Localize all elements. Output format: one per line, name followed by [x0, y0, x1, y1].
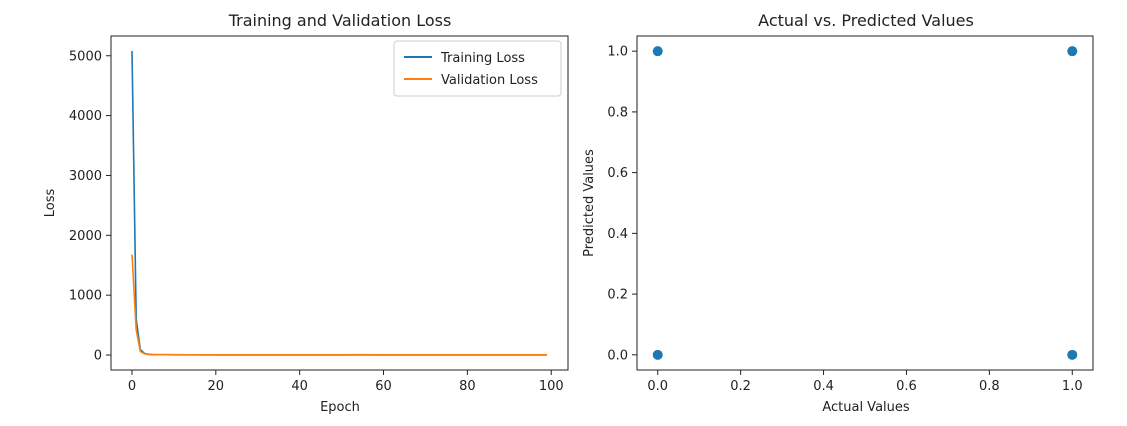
x-tick-label: 0.8 — [979, 379, 1000, 394]
legend-frame — [393, 40, 562, 97]
validation-loss-line — [131, 254, 547, 356]
y-tick-label: 0.6 — [607, 166, 628, 181]
x-tick-label: 1.0 — [1062, 379, 1083, 394]
training-loss-line — [131, 50, 547, 356]
scatter-chart-y-ticks: 0.0 0.2 0.4 0.6 0.8 1.0 — [607, 45, 637, 363]
loss-chart-lines — [131, 50, 547, 356]
loss-chart-title: Training and Validation Loss — [228, 11, 452, 30]
y-tick-label: 1000 — [69, 289, 102, 304]
scatter-chart-xlabel: Actual Values — [822, 400, 910, 415]
legend-validation-label: Validation Loss — [441, 73, 538, 88]
y-tick-label: 3000 — [69, 169, 102, 184]
y-tick-label: 1.0 — [607, 45, 628, 60]
scatter-point — [1067, 349, 1078, 360]
x-tick-label: 0 — [128, 379, 136, 394]
scatter-point — [652, 46, 663, 57]
x-tick-label: 0.2 — [730, 379, 751, 394]
x-tick-label: 40 — [291, 379, 308, 394]
scatter-point — [1067, 46, 1078, 57]
loss-chart: Training and Validation Loss 0 20 40 60 80 10… — [43, 11, 569, 415]
y-tick-label: 0.0 — [607, 348, 628, 363]
scatter-chart-frame — [636, 35, 1094, 371]
scatter-point — [652, 349, 663, 360]
loss-chart-legend: Training Loss Validation Loss — [393, 40, 562, 97]
x-tick-label: 0.0 — [647, 379, 668, 394]
y-tick-label: 0.8 — [607, 105, 628, 120]
scatter-chart: Actual vs. Predicted Values 0.0 0.2 0.4 0.6… — [582, 11, 1094, 415]
y-tick-label: 0.2 — [607, 288, 628, 303]
scatter-chart-points — [652, 46, 1078, 360]
x-tick-label: 100 — [539, 379, 564, 394]
loss-chart-frame — [110, 35, 569, 371]
y-tick-label: 2000 — [69, 229, 102, 244]
x-tick-label: 60 — [375, 379, 392, 394]
scatter-chart-x-ticks: 0.0 0.2 0.4 0.6 0.8 1.0 — [647, 370, 1083, 394]
loss-chart-ylabel: Loss — [43, 189, 58, 218]
loss-chart-plot-area — [110, 35, 569, 371]
scatter-chart-plot-area — [636, 35, 1094, 371]
y-tick-label: 5000 — [69, 49, 102, 64]
legend-training-label: Training Loss — [440, 51, 525, 66]
x-tick-label: 20 — [208, 379, 225, 394]
y-tick-label: 4000 — [69, 109, 102, 124]
x-tick-label: 0.4 — [813, 379, 834, 394]
y-tick-label: 0.4 — [607, 227, 628, 242]
scatter-chart-ylabel: Predicted Values — [582, 149, 597, 257]
y-tick-label: 0 — [94, 349, 102, 364]
loss-chart-x-ticks: 0 20 40 60 80 100 — [128, 370, 564, 394]
loss-chart-y-ticks: 0 1000 2000 3000 4000 5000 — [69, 49, 111, 364]
scatter-chart-title: Actual vs. Predicted Values — [758, 11, 974, 30]
loss-chart-xlabel: Epoch — [320, 400, 360, 415]
x-tick-label: 80 — [459, 379, 476, 394]
x-tick-label: 0.6 — [896, 379, 917, 394]
